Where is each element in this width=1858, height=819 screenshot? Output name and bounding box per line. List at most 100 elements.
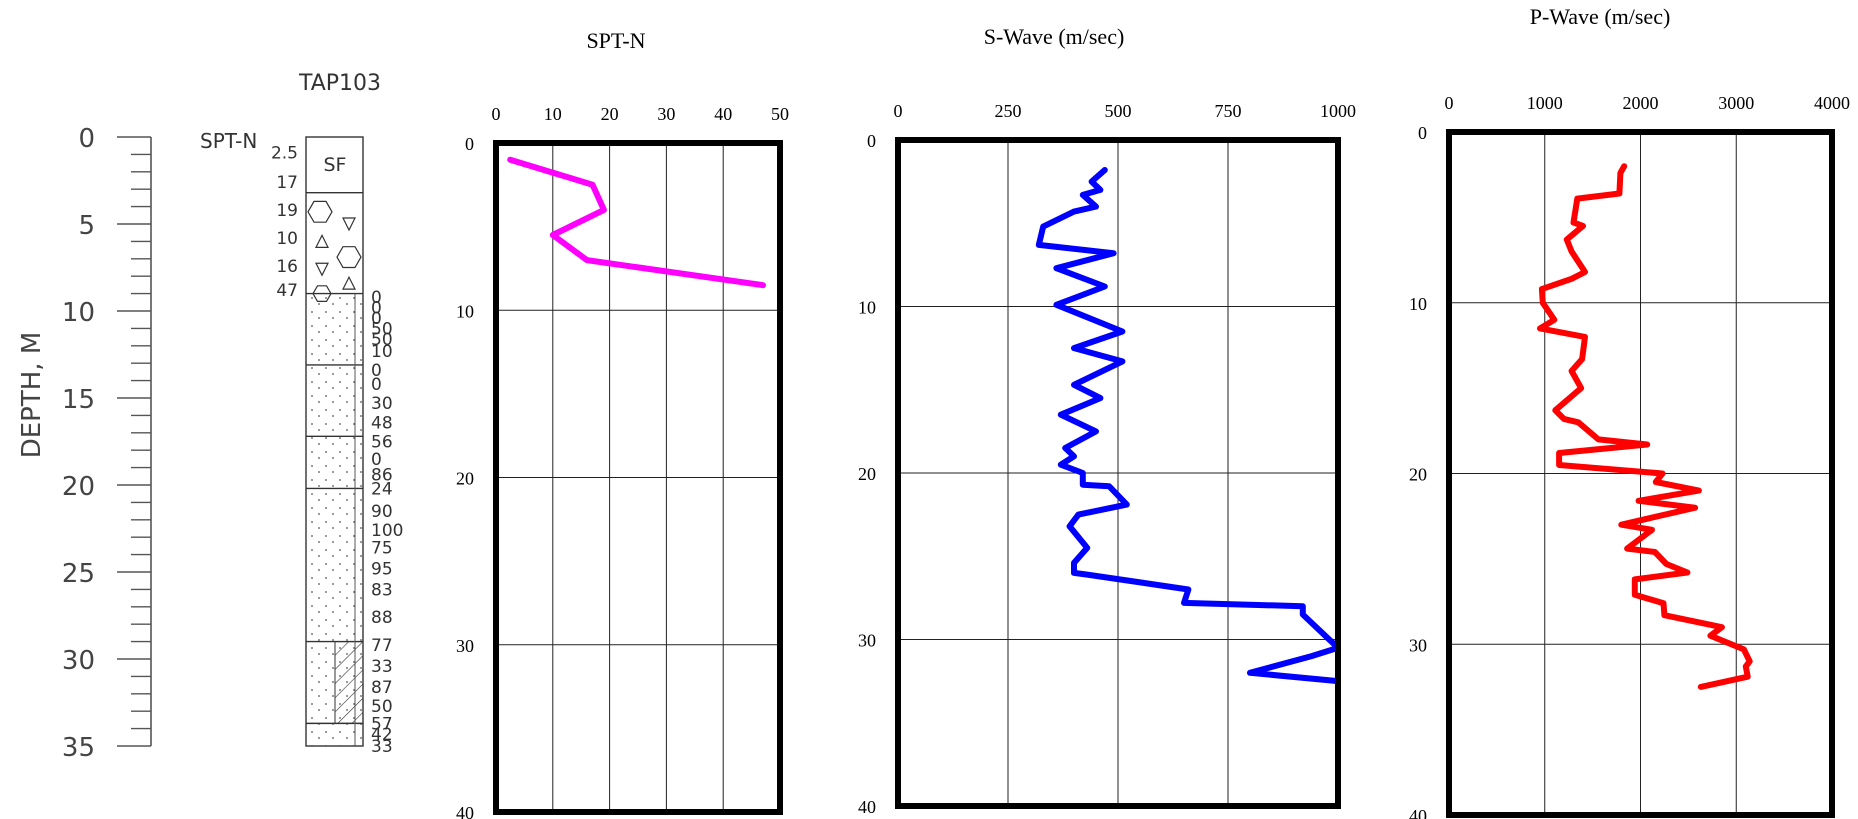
- spt-n-chart-title: SPT-N: [586, 28, 645, 53]
- depth-axis: 0 5 10 15 20 25 30 35: [62, 124, 152, 763]
- spt-value-label: 48: [371, 413, 393, 433]
- spt-value-label: 0: [371, 309, 382, 329]
- spt-n-x-tick-label: 0: [492, 104, 501, 124]
- s-wave-grid: [897, 139, 1339, 807]
- s-wave-y-tick-label: 0: [867, 131, 876, 151]
- spt-n-y-tick-label: 0: [465, 134, 474, 154]
- spt-value-label: 87: [371, 678, 393, 698]
- p-wave-x-tick-label: 1000: [1527, 93, 1563, 113]
- spt-n-y-tick-label: 40: [456, 803, 474, 819]
- spt-value-label: 75: [371, 539, 393, 559]
- surface-layer-label: SF: [324, 154, 347, 176]
- p-wave-chart: P-Wave (m/sec) 0 1000 2000 3000 4000 0 10 20 30…: [1409, 4, 1850, 819]
- spt-n-y-tick-label: 10: [456, 301, 474, 321]
- depth-tick-label: 30: [62, 646, 95, 676]
- spt-value-label: 56: [371, 433, 393, 453]
- p-wave-series-line: [1537, 163, 1753, 690]
- s-wave-y-tick-label: 40: [858, 797, 876, 817]
- spt-n-x-ticks: 0 10 20 30 40 50: [492, 104, 790, 124]
- p-wave-x-tick-label: 4000: [1814, 93, 1850, 113]
- depth-tick-label: 25: [62, 559, 95, 589]
- soil-column: [305, 136, 364, 747]
- spt-value-label: 50: [371, 697, 393, 717]
- s-wave-y-tick-label: 30: [858, 631, 876, 651]
- spt-n-x-tick-label: 40: [714, 104, 732, 124]
- spt-value-label: 50: [371, 330, 393, 350]
- spt-value-label: 0: [371, 288, 382, 308]
- p-wave-y-tick-label: 0: [1418, 123, 1427, 143]
- s-wave-x-tick-label: 750: [1215, 101, 1242, 121]
- gravel-hexagon-symbol: [312, 285, 332, 302]
- depth-tick-label: 15: [62, 385, 95, 415]
- spt-value-label: 57: [371, 714, 393, 734]
- spt-value-label: 16: [276, 257, 298, 277]
- spt-value-label: 83: [371, 580, 393, 600]
- spt-n-grid: [495, 142, 781, 813]
- spt-value-label: 19: [276, 201, 298, 221]
- spt-n-x-tick-label: 10: [544, 104, 562, 124]
- gravel-triangle-symbol: [315, 234, 329, 248]
- spt-value-label: 24: [371, 479, 393, 499]
- spt-n-plot-frame: [493, 140, 783, 815]
- spt-value-label: 77: [371, 636, 393, 656]
- s-wave-y-ticks: 0 10 20 30 40: [858, 131, 876, 817]
- p-wave-x-tick-label: 2000: [1623, 93, 1659, 113]
- p-wave-x-ticks: 0 1000 2000 3000 4000: [1445, 93, 1851, 113]
- spt-n-x-tick-label: 50: [771, 104, 789, 124]
- spt-value-label: 86: [371, 466, 393, 486]
- spt-value-label: 0: [371, 450, 382, 470]
- p-wave-plot-frame: [1446, 129, 1835, 818]
- s-wave-chart-title: S-Wave (m/sec): [984, 24, 1125, 49]
- spt-value-label: 33: [371, 737, 393, 757]
- spt-n-series-line: [507, 156, 766, 289]
- p-wave-y-tick-label: 30: [1409, 635, 1427, 655]
- depth-tick-label: 35: [62, 733, 95, 763]
- soil-column-outline: [305, 136, 364, 747]
- spt-n-y-tick-label: 20: [456, 469, 474, 489]
- spt-value-label: 33: [371, 657, 393, 677]
- boring-name: TAP103: [298, 71, 381, 96]
- s-wave-plot-frame: [895, 137, 1341, 809]
- s-wave-x-tick-label: 250: [995, 101, 1022, 121]
- depth-tick-label: 20: [62, 472, 95, 502]
- spt-header: SPT-N: [200, 129, 257, 153]
- spt-n-x-tick-label: 20: [601, 104, 619, 124]
- spt-value-label: 0: [371, 375, 382, 395]
- s-wave-x-tick-label: 1000: [1320, 101, 1356, 121]
- depth-axis-label: DEPTH, M: [17, 332, 47, 459]
- spt-value-label: 95: [371, 560, 393, 580]
- depth-tick-label: 5: [78, 211, 95, 241]
- gravel-triangle-symbol: [342, 217, 356, 232]
- spt-value-label: 42: [371, 725, 393, 745]
- spt-n-y-tick-label: 30: [456, 636, 474, 656]
- spt-value-label: 17: [276, 173, 298, 193]
- gravel-hexagon-symbol: [307, 200, 333, 223]
- spt-value-label: 0: [371, 299, 382, 319]
- spt-value-label: 50: [371, 319, 393, 339]
- spt-value-label: 90: [371, 502, 393, 522]
- p-wave-y-ticks: 0 10 20 30 40: [1409, 123, 1427, 819]
- s-wave-x-tick-label: 0: [894, 101, 903, 121]
- rock-layer-hatch: [334, 641, 364, 724]
- p-wave-x-tick-label: 0: [1445, 93, 1454, 113]
- spt-value-label: 0: [371, 361, 382, 381]
- s-wave-series-line: [1035, 167, 1341, 685]
- s-wave-y-tick-label: 20: [858, 464, 876, 484]
- p-wave-chart-title: P-Wave (m/sec): [1530, 4, 1671, 29]
- p-wave-x-tick-label: 3000: [1718, 93, 1754, 113]
- depth-tick-label: 0: [78, 124, 95, 154]
- spt-value-label: 10: [371, 342, 393, 362]
- spt-n-x-tick-label: 30: [657, 104, 675, 124]
- spt-n-chart: SPT-N 0 10 20 30 40 50 0 10 20 30 40: [456, 28, 789, 819]
- gravel-hexagon-symbol: [336, 246, 362, 269]
- s-wave-x-ticks: 0 250 500 750 1000: [894, 101, 1357, 121]
- spt-value-label: 10: [276, 229, 298, 249]
- p-wave-y-tick-label: 40: [1409, 806, 1427, 819]
- s-wave-chart: S-Wave (m/sec) 0 250 500 750 1000 0 10 20 30 40: [858, 24, 1356, 817]
- spt-value-label: 100: [371, 521, 403, 541]
- spt-n-y-ticks: 0 10 20 30 40: [456, 134, 474, 819]
- p-wave-y-tick-label: 10: [1409, 294, 1427, 314]
- spt-value-label: 30: [371, 394, 393, 414]
